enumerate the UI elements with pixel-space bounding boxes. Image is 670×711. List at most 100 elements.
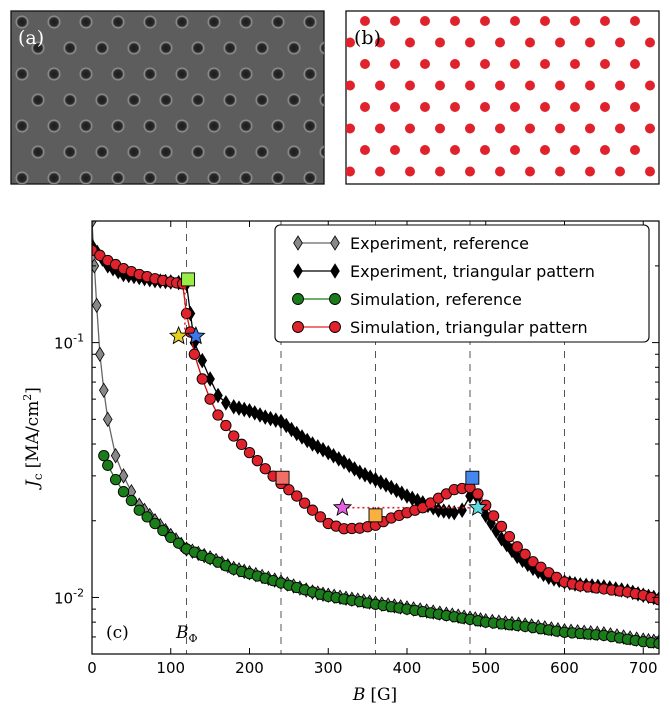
sem-hole <box>126 144 142 160</box>
pattern-dot <box>420 59 430 69</box>
pattern-dot <box>540 102 550 112</box>
data-point <box>220 419 232 432</box>
legend-box <box>274 224 650 343</box>
x-tick-label: 100 <box>156 659 185 677</box>
sem-hole <box>222 40 238 56</box>
sem-hole <box>78 118 94 134</box>
pattern-dot <box>645 37 655 48</box>
data-point <box>449 504 460 521</box>
sem-hole <box>206 14 222 30</box>
sem-hole <box>30 92 46 108</box>
sem-hole <box>302 118 318 134</box>
data-point <box>149 517 161 530</box>
data-point <box>102 459 114 471</box>
pattern-dot <box>570 16 580 26</box>
pattern-dot <box>375 123 385 134</box>
data-point <box>92 221 97 229</box>
sem-hole <box>62 40 78 56</box>
legend: Experiment, reference Experiment, triangu… <box>274 224 650 343</box>
pattern-dot <box>525 37 535 48</box>
sem-hole <box>46 14 62 30</box>
data-point <box>141 511 153 523</box>
pattern-dot <box>660 102 670 112</box>
sem-hole <box>302 170 318 184</box>
pattern-dot <box>615 123 625 134</box>
legend-label: Experiment, reference <box>350 234 529 253</box>
y-tick-label: 10-2 <box>54 586 84 607</box>
sem-hole <box>142 66 158 82</box>
pattern-dot <box>346 80 355 91</box>
sem-hole <box>174 118 190 134</box>
sem-hole <box>222 144 238 160</box>
data-point <box>99 382 109 399</box>
legend-entry: Simulation, triangular pattern <box>292 318 588 337</box>
sem-hole <box>206 118 222 134</box>
data-point <box>102 411 113 428</box>
panel-a: (a) <box>10 10 325 185</box>
sem-hole <box>318 40 324 56</box>
data-point <box>157 524 169 537</box>
data-point <box>503 530 516 543</box>
sem-hole <box>142 170 158 184</box>
pattern-dot <box>525 166 535 177</box>
data-point <box>196 373 208 385</box>
x-axis-ticks: 0 100 200 300 400 500 600 700 <box>87 221 658 677</box>
pattern-dot <box>660 16 670 26</box>
plot-frame <box>91 220 660 655</box>
highlight-star <box>468 497 488 516</box>
pattern-dot <box>555 123 565 134</box>
data-point <box>213 387 223 404</box>
sem-hole <box>14 66 30 82</box>
pattern-dot <box>555 80 565 91</box>
data-point <box>298 497 311 509</box>
sem-hole <box>238 118 254 134</box>
sem-hole <box>270 118 286 134</box>
sem-hole <box>158 40 174 56</box>
pattern-dot <box>390 145 400 155</box>
pattern-dot <box>360 16 370 26</box>
legend-entry: Simulation, reference <box>292 290 522 309</box>
sem-hole <box>62 92 78 108</box>
pattern-dot <box>480 102 490 112</box>
sem-hole <box>318 92 324 108</box>
data-point <box>251 455 264 467</box>
data-point <box>527 556 539 568</box>
sem-hole <box>254 144 270 160</box>
panel-b-label: (b) <box>354 27 381 49</box>
sem-hole <box>270 170 286 184</box>
pattern-dot <box>480 16 490 26</box>
pattern-dot <box>555 37 565 48</box>
pattern-dot <box>405 37 415 48</box>
data-point <box>221 395 231 411</box>
pattern-dot <box>630 102 640 112</box>
pattern-dot <box>435 80 445 91</box>
pattern-dot <box>525 80 535 91</box>
sem-hole <box>286 144 302 160</box>
data-point <box>98 450 110 462</box>
pattern-dot <box>375 166 385 177</box>
highlight-square <box>275 470 290 485</box>
pattern-dot <box>615 166 625 177</box>
pattern-dot <box>346 166 355 177</box>
pattern-dot <box>480 59 490 69</box>
data-point <box>180 307 193 320</box>
pattern-dot <box>465 80 475 91</box>
pattern-dot <box>375 80 385 91</box>
sem-hole <box>78 170 94 184</box>
data-point <box>118 468 129 484</box>
data-point <box>133 504 145 516</box>
sem-hole <box>270 14 286 30</box>
data-point <box>110 447 121 464</box>
data-point <box>293 263 303 279</box>
b-phi-label: BΦ <box>175 623 198 645</box>
data-point <box>117 486 130 498</box>
data-point <box>165 531 177 544</box>
data-point <box>487 510 500 522</box>
x-tick-label: 0 <box>87 659 97 677</box>
sem-hole <box>302 14 318 30</box>
sem-hole <box>286 40 302 56</box>
pattern-dot <box>465 123 475 134</box>
pattern-dot <box>495 80 505 91</box>
pattern-dot <box>585 166 595 177</box>
pattern-dot <box>360 59 370 69</box>
